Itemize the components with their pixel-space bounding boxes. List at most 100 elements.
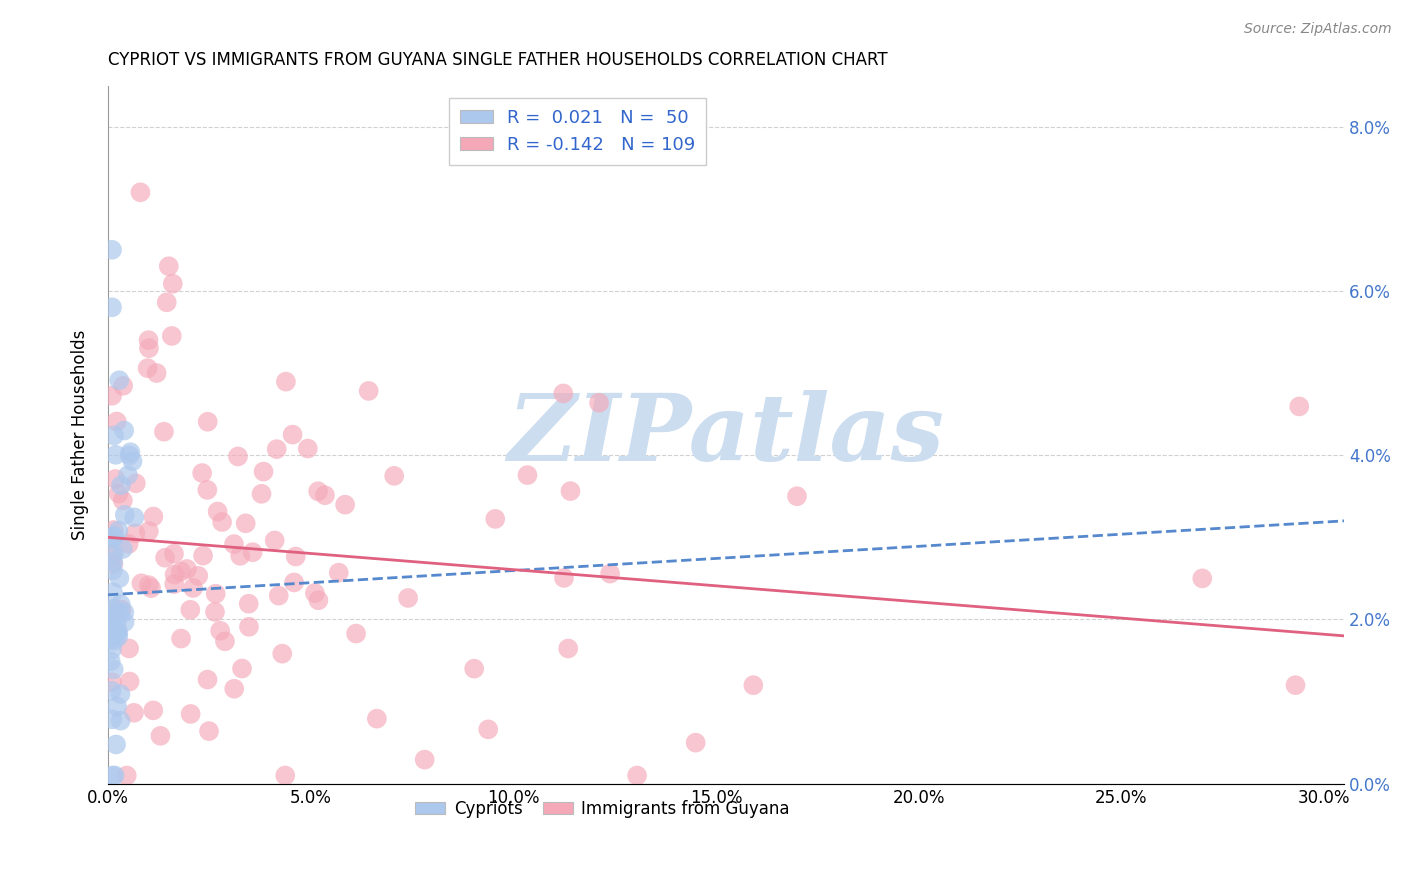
- Point: [599, 566, 621, 581]
- Point: [191, 549, 214, 563]
- Point: [187, 569, 209, 583]
- Point: [114, 615, 136, 629]
- Point: [101, 604, 124, 618]
- Point: [297, 442, 319, 456]
- Point: [209, 624, 232, 638]
- Point: [162, 277, 184, 291]
- Point: [198, 724, 221, 739]
- Point: [314, 488, 336, 502]
- Point: [98, 609, 121, 624]
- Point: [110, 602, 132, 616]
- Point: [263, 533, 285, 548]
- Point: [105, 626, 128, 640]
- Point: [111, 493, 134, 508]
- Point: [207, 504, 229, 518]
- Point: [742, 678, 765, 692]
- Point: [271, 647, 294, 661]
- Point: [274, 768, 297, 782]
- Point: [267, 589, 290, 603]
- Point: [105, 699, 128, 714]
- Point: [108, 606, 131, 620]
- Legend: Cypriots, Immigrants from Guyana: Cypriots, Immigrants from Guyana: [409, 793, 796, 824]
- Point: [101, 389, 124, 403]
- Point: [121, 454, 143, 468]
- Point: [181, 581, 204, 595]
- Point: [112, 424, 135, 438]
- Point: [307, 484, 329, 499]
- Point: [344, 626, 367, 640]
- Point: [110, 687, 132, 701]
- Point: [138, 341, 160, 355]
- Point: [103, 523, 125, 537]
- Point: [101, 301, 124, 315]
- Point: [214, 634, 236, 648]
- Point: [238, 620, 260, 634]
- Point: [226, 450, 249, 464]
- Point: [129, 186, 152, 200]
- Point: [103, 547, 125, 561]
- Point: [120, 445, 142, 459]
- Point: [98, 532, 121, 546]
- Point: [160, 329, 183, 343]
- Point: [101, 548, 124, 562]
- Point: [357, 384, 380, 398]
- Point: [111, 541, 134, 556]
- Point: [110, 478, 132, 492]
- Point: [222, 537, 245, 551]
- Point: [382, 468, 405, 483]
- Point: [101, 243, 124, 257]
- Point: [553, 386, 575, 401]
- Point: [105, 415, 128, 429]
- Point: [110, 597, 132, 611]
- Point: [103, 555, 125, 569]
- Point: [211, 515, 233, 529]
- Point: [149, 729, 172, 743]
- Point: [122, 706, 145, 720]
- Point: [103, 633, 125, 648]
- Point: [153, 425, 176, 439]
- Point: [266, 442, 288, 457]
- Point: [204, 605, 226, 619]
- Point: [101, 712, 124, 726]
- Point: [138, 524, 160, 539]
- Point: [110, 714, 132, 728]
- Point: [101, 642, 124, 657]
- Point: [333, 498, 356, 512]
- Point: [117, 468, 139, 483]
- Point: [163, 547, 186, 561]
- Point: [107, 486, 129, 500]
- Point: [1284, 678, 1306, 692]
- Point: [238, 597, 260, 611]
- Point: [104, 529, 127, 543]
- Point: [235, 516, 257, 531]
- Point: [142, 703, 165, 717]
- Point: [136, 361, 159, 376]
- Point: [107, 524, 129, 538]
- Point: [252, 465, 274, 479]
- Point: [176, 562, 198, 576]
- Point: [98, 625, 121, 640]
- Point: [124, 510, 146, 524]
- Point: [105, 615, 128, 630]
- Point: [101, 675, 124, 690]
- Point: [1288, 400, 1310, 414]
- Point: [284, 549, 307, 564]
- Point: [229, 549, 252, 563]
- Point: [114, 508, 136, 522]
- Point: [328, 566, 350, 580]
- Point: [250, 487, 273, 501]
- Point: [115, 768, 138, 782]
- Text: Source: ZipAtlas.com: Source: ZipAtlas.com: [1244, 22, 1392, 37]
- Point: [118, 449, 141, 463]
- Point: [138, 333, 160, 347]
- Point: [104, 448, 127, 462]
- Point: [516, 468, 538, 483]
- Point: [157, 259, 180, 273]
- Y-axis label: Single Father Households: Single Father Households: [72, 329, 89, 540]
- Point: [557, 641, 579, 656]
- Point: [108, 571, 131, 585]
- Point: [553, 571, 575, 585]
- Point: [131, 576, 153, 591]
- Point: [204, 587, 226, 601]
- Point: [103, 428, 125, 442]
